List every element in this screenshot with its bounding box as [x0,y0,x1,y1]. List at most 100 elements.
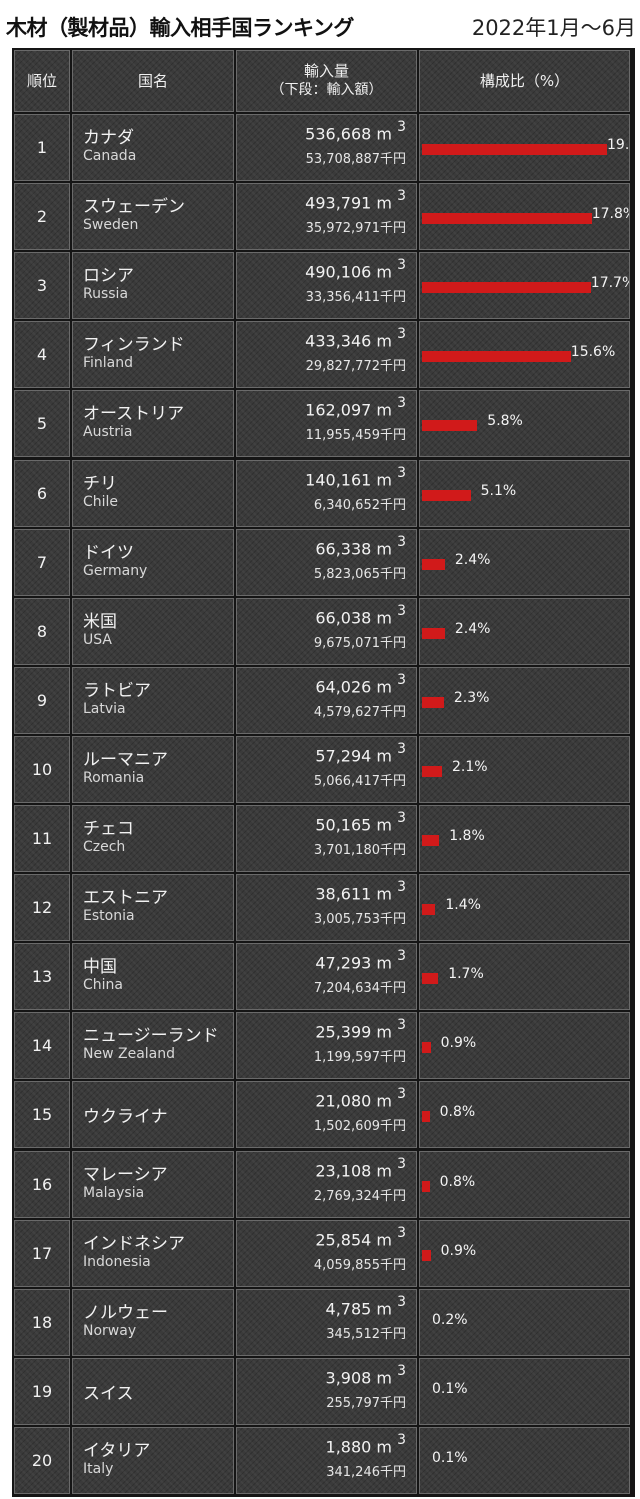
import-amount: 5,823,065千円 [313,567,406,582]
share-bar [422,973,439,984]
import-volume: 536,668 m 3 [305,119,406,144]
share-cell: 2.4% [419,529,630,596]
header-share-label: 構成比（%） [479,71,570,90]
volume-cell: 4,785 m 3 345,512千円 [236,1289,417,1356]
rank-cell: 3 [14,252,70,319]
country-name-ja: エストニア [83,888,168,908]
country-name-en: Italy [83,1461,114,1477]
header-rank-label: 順位 [26,71,57,90]
share-cell: 0.8% [419,1081,630,1148]
volume-unit-exponent: 3 [397,741,406,757]
rank-cell: 11 [14,805,70,872]
rank-cell: 16 [14,1151,70,1218]
country-name-en: China [83,977,123,993]
rank-number: 7 [36,553,48,572]
share-bar [422,144,607,155]
country-name-en: USA [83,632,112,648]
share-bar [422,559,445,570]
share-label: 2.3% [453,690,490,706]
import-amount: 1,502,609千円 [313,1119,406,1134]
rank-cell: 17 [14,1220,70,1287]
share-cell: 0.9% [419,1220,630,1287]
volume-cell: 433,346 m 3 29,827,772千円 [236,321,417,388]
country-cell: チェコ Czech [72,805,234,872]
rank-cell: 7 [14,529,70,596]
rank-cell: 15 [14,1081,70,1148]
country-cell: チリ Chile [72,460,234,527]
import-amount: 255,797千円 [326,1396,406,1411]
rank-cell: 19 [14,1358,70,1425]
rank-number: 11 [31,829,53,848]
country-cell: ドイツ Germany [72,529,234,596]
volume-cell: 66,038 m 3 9,675,071千円 [236,598,417,665]
volume-unit-exponent: 3 [397,1432,406,1448]
import-volume: 1,880 m 3 [325,1432,406,1457]
country-cell: マレーシア Malaysia [72,1151,234,1218]
rank-number: 20 [31,1451,53,1470]
share-bar [422,904,436,915]
import-amount: 345,512千円 [326,1327,406,1342]
import-volume: 47,293 m 3 [315,948,406,973]
share-bar [422,282,591,293]
volume-unit-exponent: 3 [397,1225,406,1241]
volume-cell: 64,026 m 3 4,579,627千円 [236,667,417,734]
import-amount: 4,579,627千円 [313,705,406,720]
share-label: 0.1% [432,1450,468,1466]
country-name-en: Sweden [83,217,139,233]
share-cell: 0.1% [419,1358,630,1425]
rank-cell: 10 [14,736,70,803]
rank-cell: 6 [14,460,70,527]
share-bar [422,1042,431,1053]
country-cell: ルーマニア Romania [72,736,234,803]
import-volume: 162,097 m 3 [305,395,406,420]
import-amount: 341,246千円 [326,1465,406,1480]
country-name-ja: カナダ [83,128,134,148]
import-volume: 66,038 m 3 [315,603,406,628]
country-cell: ウクライナ [72,1081,234,1148]
country-name-en: Malaysia [83,1185,145,1201]
country-cell: ニュージーランド New Zealand [72,1012,234,1079]
country-cell: ロシア Russia [72,252,234,319]
share-cell: 15.6% [419,321,630,388]
import-amount: 53,708,887千円 [305,152,406,167]
volume-cell: 47,293 m 3 7,204,634千円 [236,943,417,1010]
import-volume: 21,080 m 3 [315,1086,406,1111]
share-bar [422,213,592,224]
import-volume: 50,165 m 3 [315,810,406,835]
volume-cell: 490,106 m 3 33,356,411千円 [236,252,417,319]
import-amount: 4,059,855千円 [313,1258,406,1273]
share-label: 1.4% [445,897,481,913]
import-amount: 35,972,971千円 [305,221,406,236]
rank-number: 14 [31,1036,53,1055]
volume-unit-exponent: 3 [397,119,406,135]
import-volume: 25,399 m 3 [315,1017,406,1042]
share-cell: 5.8% [419,390,630,457]
header-rank: 順位 [14,50,70,112]
volume-cell: 140,161 m 3 6,340,652千円 [236,460,417,527]
share-cell: 1.7% [419,943,630,1010]
country-name-ja: ルーマニア [83,750,168,770]
share-label: 0.1% [432,1381,468,1397]
share-label: 2.4% [454,621,491,637]
rank-number: 15 [31,1105,53,1124]
ranking-table: 順位 国名 輸入量 （下段：輸入額） 構成比（%） 1 カナダ Canada 536,… [12,48,635,1497]
volume-unit-exponent: 3 [397,672,406,688]
country-name-en: Germany [83,563,148,579]
share-cell: 2.4% [419,598,630,665]
country-name-ja: スイス [83,1384,134,1404]
volume-unit-exponent: 3 [397,879,406,895]
country-name-ja: オーストリア [83,404,185,424]
import-volume: 140,161 m 3 [305,465,406,490]
country-cell: スウェーデン Sweden [72,183,234,250]
share-label: 1.7% [448,966,484,982]
rank-number: 19 [31,1382,53,1401]
import-volume: 493,791 m 3 [305,188,406,213]
share-cell: 0.9% [419,1012,630,1079]
rank-number: 2 [36,207,48,226]
share-bar [422,490,471,501]
share-label: 0.9% [440,1243,477,1259]
rank-number: 17 [31,1244,53,1263]
volume-cell: 162,097 m 3 11,955,459千円 [236,390,417,457]
country-name-ja: チリ [83,474,117,494]
page-header: 木材（製材品）輸入相手国ランキング 2022年1月～6月 [0,0,640,48]
